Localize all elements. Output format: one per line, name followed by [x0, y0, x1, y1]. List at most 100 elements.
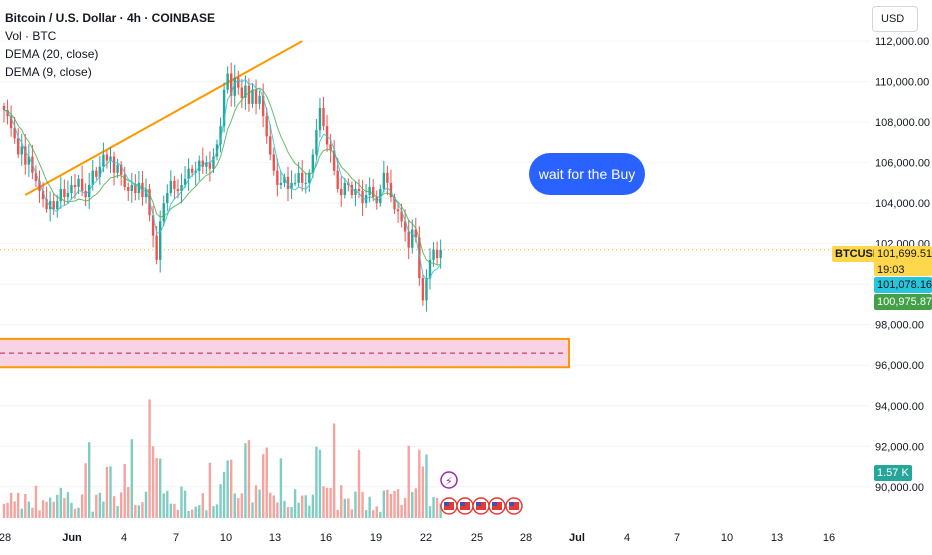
- candle-body: [24, 146, 27, 165]
- volume-bar: [372, 510, 375, 518]
- candle: [9, 105, 13, 137]
- volume-bar: [368, 496, 371, 518]
- trendline[interactable]: [24, 40, 303, 196]
- candle-body: [212, 156, 215, 169]
- volume-bar: [159, 458, 162, 518]
- event-icons[interactable]: ⚡: [440, 471, 523, 515]
- volume-bar: [198, 505, 201, 518]
- volume-bar: [187, 510, 190, 518]
- candle-body: [318, 107, 322, 131]
- dema9-indicator-label[interactable]: DEMA (9, close): [5, 65, 92, 79]
- volume-bar: [400, 504, 403, 518]
- currency-button[interactable]: USD: [872, 6, 918, 32]
- candle-body: [261, 95, 265, 117]
- volume-bar: [254, 485, 258, 518]
- candle: [24, 134, 27, 175]
- volume-bar: [308, 505, 311, 518]
- symbol-title[interactable]: Bitcoin / U.S. Dollar · 4h · COINBASE: [5, 11, 216, 25]
- candle-body: [52, 201, 55, 210]
- dema20-indicator-label[interactable]: DEMA (20, close): [5, 47, 99, 61]
- candle-body: [95, 170, 98, 177]
- symbol-tag: BTCUSD: [832, 246, 884, 262]
- candle: [439, 239, 442, 269]
- candle-body: [322, 107, 325, 127]
- last-price-value: 101,699.51: [877, 248, 932, 260]
- candle: [180, 173, 183, 204]
- y-tick-label: 108,000.00: [875, 117, 930, 129]
- candle: [329, 133, 332, 163]
- volume-bar: [24, 493, 27, 518]
- volume-bar: [361, 492, 364, 518]
- volume-bar: [428, 506, 432, 518]
- candle: [311, 148, 315, 179]
- volume-bar: [31, 507, 34, 518]
- volume-bar: [41, 500, 45, 518]
- candle-body: [127, 186, 130, 191]
- volume-bar: [123, 463, 126, 518]
- candle: [20, 134, 23, 166]
- volume-bar: [183, 490, 187, 518]
- volume-bar: [318, 449, 322, 518]
- candle: [283, 173, 286, 188]
- x-tick-label: 22: [420, 532, 432, 544]
- volume-bar: [48, 497, 52, 518]
- volume-bar: [130, 439, 133, 518]
- volume-bar: [418, 449, 421, 518]
- candle: [318, 97, 322, 138]
- candle-body: [130, 184, 133, 191]
- annotation-bubble[interactable]: wait for the Buy: [529, 153, 645, 195]
- volume-bar: [240, 493, 244, 518]
- volume-bar: [17, 492, 20, 518]
- dema9-price-tag: 100,975.87: [874, 294, 932, 310]
- candle-body: [222, 89, 226, 127]
- candle: [52, 193, 55, 216]
- volume-bar: [375, 506, 378, 518]
- time-axis[interactable]: 28 Jun 4 7 10 13 16 19 22 25 28 Jul 4 7 10 13 16: [0, 532, 835, 544]
- candle-body: [237, 77, 240, 88]
- candle-body: [286, 176, 290, 189]
- candle-body: [272, 154, 275, 171]
- x-tick-label: 7: [173, 532, 179, 544]
- volume-indicator-label[interactable]: Vol · BTC: [5, 29, 57, 43]
- candle-body: [368, 186, 371, 196]
- volume-bar: [169, 503, 173, 518]
- volume-bar: [98, 492, 102, 518]
- candle-body: [233, 77, 236, 96]
- candle: [279, 170, 283, 190]
- candle-body: [396, 209, 400, 212]
- candle: [130, 172, 133, 203]
- price-axis[interactable]: 90,000.00 92,000.00 94,000.00 96,000.00 98,0…: [875, 36, 930, 494]
- candle-body: [329, 144, 332, 151]
- volume-bar: [329, 487, 332, 518]
- candle: [290, 170, 293, 200]
- candle: [244, 75, 247, 110]
- volume-bar: [2, 503, 6, 518]
- candle-body: [63, 188, 66, 198]
- volume-bar: [77, 507, 80, 518]
- volume-bar: [343, 498, 346, 518]
- volume-bar: [293, 489, 297, 518]
- volume-bar: [347, 498, 350, 518]
- volume-bar: [176, 509, 180, 518]
- x-tick-label: 16: [823, 532, 835, 544]
- candle-body: [254, 89, 258, 104]
- volume-bar: [127, 486, 130, 518]
- candle-body: [151, 215, 155, 236]
- candle-body: [41, 191, 45, 200]
- volume-bar: [340, 485, 343, 518]
- volume-bar: [201, 493, 204, 518]
- volume-bar: [403, 498, 407, 518]
- candle: [364, 183, 368, 208]
- candle: [13, 116, 16, 144]
- candle-body: [304, 182, 307, 184]
- candle-body: [311, 154, 315, 173]
- candle: [407, 220, 410, 260]
- candle: [304, 172, 307, 194]
- candle: [258, 90, 261, 110]
- candle-body: [109, 156, 112, 161]
- volume-bar: [226, 460, 229, 518]
- flag-canton: [460, 502, 465, 506]
- candle-body: [357, 188, 361, 191]
